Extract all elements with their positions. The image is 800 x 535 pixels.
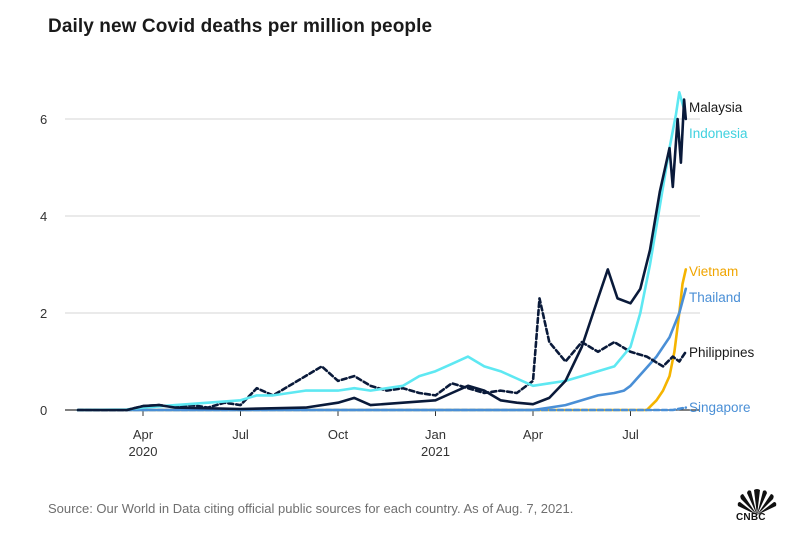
y-tick-label-4: 4: [40, 209, 47, 224]
legend-label-philippines: Philippines: [689, 345, 755, 360]
legend: Indonesia Malaysia Vietnam Thailand Philippi…: [689, 100, 755, 415]
legend-label-singapore: Singapore: [689, 400, 751, 415]
series-line-thailand: [76, 287, 688, 412]
y-tick-label-2: 2: [40, 306, 47, 321]
chart-plot: 0 2 4 6 Apr 2020 Jul Oct Jan 2021 Apr Jul Indonesi…: [40, 91, 755, 459]
x-tick-label-2: Oct: [328, 427, 349, 442]
x-tick-label-3: Jan: [425, 427, 446, 442]
x-tick-year-3: 2021: [421, 444, 450, 459]
series-lines: [76, 91, 688, 412]
series-line-singapore: [76, 406, 688, 412]
y-axis-ticks: 0 2 4 6: [40, 112, 47, 418]
x-tick-label-4: Apr: [523, 427, 544, 442]
y-tick-label-0: 0: [40, 403, 47, 418]
y-tick-label-6: 6: [40, 112, 47, 127]
x-axis-ticks: Apr 2020 Jul Oct Jan 2021 Apr Jul: [129, 410, 639, 459]
gridlines: [65, 118, 700, 411]
x-tick-label-1: Jul: [232, 427, 249, 442]
series-line-philippines: [76, 297, 688, 412]
cnbc-peacock-icon: [737, 489, 777, 515]
series-line-indonesia: [76, 91, 686, 412]
x-tick-label-0: Apr: [133, 427, 154, 442]
x-tick-label-5: Jul: [622, 427, 639, 442]
legend-label-indonesia: Indonesia: [689, 126, 748, 141]
legend-label-vietnam: Vietnam: [689, 264, 738, 279]
legend-label-thailand: Thailand: [689, 290, 741, 305]
x-tick-year-0: 2020: [129, 444, 158, 459]
chart-title: Daily new Covid deaths per million peopl…: [48, 16, 433, 37]
source-note: Source: Our World in Data citing officia…: [48, 501, 574, 516]
cnbc-logo-text: CNBC: [736, 512, 766, 523]
series-line-malaysia: [76, 98, 688, 412]
legend-label-malaysia: Malaysia: [689, 100, 743, 115]
